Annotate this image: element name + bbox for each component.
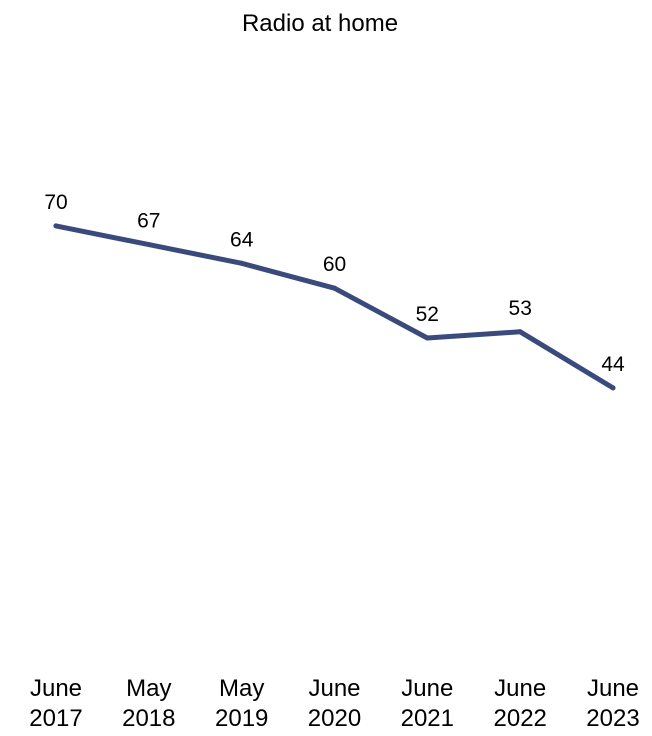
x-tick-label: June 2023 <box>586 675 639 732</box>
data-label: 60 <box>323 253 346 276</box>
x-tick-label-line: June <box>308 675 360 702</box>
data-point <box>517 329 523 335</box>
data-label: 67 <box>137 210 160 233</box>
x-tick-label: May 2018 <box>122 675 175 732</box>
x-tick-label: June 2021 <box>401 675 454 732</box>
data-point <box>239 260 245 266</box>
data-point <box>53 223 59 229</box>
data-point <box>332 285 337 291</box>
data-point <box>424 335 430 341</box>
x-tick-label-line: June <box>30 675 82 702</box>
data-label: 64 <box>230 228 254 251</box>
data-label-layer: 70 67 64 60 52 53 44 <box>44 191 625 376</box>
x-tick-label: May 2019 <box>215 675 268 732</box>
x-tick-label: June 2020 <box>308 675 361 732</box>
x-tick-label-line: 2017 <box>29 705 82 732</box>
x-tick-label-line: 2018 <box>122 705 175 732</box>
x-tick-label-line: May <box>219 675 264 702</box>
x-tick-label-line: 2021 <box>401 705 454 732</box>
data-label: 52 <box>416 303 439 326</box>
data-label: 53 <box>509 297 532 320</box>
x-tick-label-line: June <box>587 675 639 702</box>
data-point <box>146 242 152 248</box>
x-tick-label-line: 2020 <box>308 705 361 732</box>
data-label: 70 <box>44 191 67 214</box>
x-tick-label-line: June <box>494 675 546 702</box>
x-tick-label-line: June <box>401 675 453 702</box>
chart-title: Radio at home <box>242 10 398 37</box>
data-label: 44 <box>601 353 625 376</box>
data-point <box>610 385 616 391</box>
x-tick-label-line: 2019 <box>215 705 268 732</box>
series-layer <box>53 223 616 391</box>
x-tick-label: June 2017 <box>29 675 82 732</box>
x-tick-label-line: May <box>126 675 171 702</box>
x-tick-label: June 2022 <box>494 675 547 732</box>
x-tick-label-line: 2023 <box>586 705 639 732</box>
x-tick-label-line: 2022 <box>494 705 547 732</box>
